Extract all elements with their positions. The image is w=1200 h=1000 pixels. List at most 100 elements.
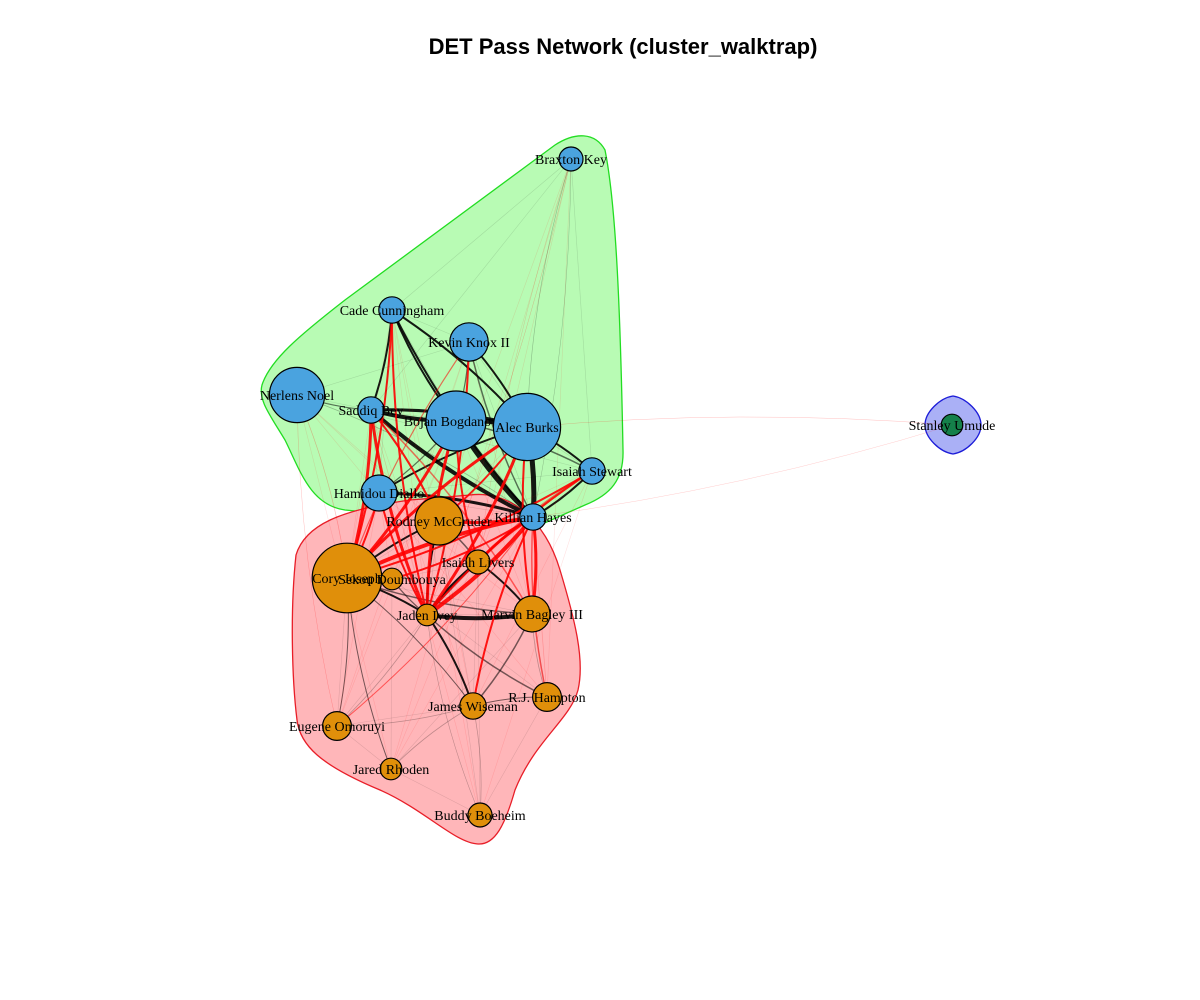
pass-edge-minor bbox=[391, 341, 470, 580]
player-node-label: Marvin Bagley III bbox=[481, 608, 583, 623]
player-node-circle[interactable] bbox=[379, 757, 403, 781]
pass-edge-minor bbox=[390, 768, 481, 816]
player-node-circle[interactable] bbox=[513, 595, 551, 633]
player-node-circle[interactable] bbox=[467, 802, 493, 828]
player-node[interactable]: Jaden Ivey bbox=[397, 603, 457, 627]
player-node[interactable]: Kevin Knox II bbox=[428, 322, 510, 362]
player-node[interactable]: Alec Burks bbox=[492, 392, 562, 462]
player-node-circle[interactable] bbox=[449, 322, 489, 362]
player-node-label: Buddy Boeheim bbox=[434, 809, 525, 824]
player-node[interactable]: Stanley Umude bbox=[909, 413, 996, 437]
pass-edge-minor bbox=[477, 158, 572, 563]
pass-edge-minor bbox=[472, 561, 479, 707]
player-node-label: R.J. Hampton bbox=[508, 691, 585, 706]
pass-edge bbox=[426, 614, 548, 698]
pass-edge-minor bbox=[438, 520, 474, 707]
pass-edge bbox=[426, 470, 593, 616]
pass-edge-minor bbox=[468, 341, 533, 615]
pass-edge bbox=[426, 158, 572, 616]
player-node-label: Isaiah Stewart bbox=[552, 465, 632, 480]
player-node-label: James Wiseman bbox=[428, 700, 518, 715]
player-node-circle[interactable] bbox=[459, 692, 487, 720]
player-node[interactable]: Bojan Bogdanović bbox=[404, 390, 509, 452]
player-node-circle[interactable] bbox=[940, 413, 964, 437]
pass-edge-minor bbox=[336, 614, 428, 727]
player-node-label: Jared Rhoden bbox=[353, 763, 430, 778]
pass-edge-minor bbox=[570, 158, 593, 472]
pass-edge bbox=[336, 705, 474, 727]
player-node-label: Hamidou Diallo bbox=[334, 487, 425, 502]
pass-edge-minor bbox=[479, 470, 593, 816]
player-node[interactable]: Rodney McGruder bbox=[386, 496, 492, 546]
player-node[interactable]: Eugene Omoruyi bbox=[289, 710, 385, 741]
player-node[interactable]: Hamidou Diallo bbox=[334, 474, 425, 512]
player-node[interactable]: Jared Rhoden bbox=[353, 757, 430, 781]
pass-edge bbox=[532, 424, 953, 518]
pass-edge-minor bbox=[370, 409, 428, 616]
player-node-label: Jaden Ivey bbox=[397, 609, 457, 624]
player-node[interactable]: James Wiseman bbox=[428, 692, 518, 720]
chart-title: DET Pass Network (cluster_walktrap) bbox=[428, 34, 818, 59]
pass-edge-minor bbox=[479, 696, 548, 816]
pass-edge-minor bbox=[390, 613, 533, 770]
player-node-label: Rodney McGruder bbox=[386, 515, 492, 530]
pass-edge-minor bbox=[455, 420, 533, 615]
player-node[interactable]: Braxton Key bbox=[535, 146, 607, 172]
player-node[interactable]: Cade Cunningham bbox=[340, 296, 445, 324]
pass-edge-minor bbox=[391, 578, 548, 698]
pass-edge-minor bbox=[391, 561, 479, 580]
pass-edge-minor bbox=[438, 520, 481, 816]
player-node-label: Alec Burks bbox=[495, 421, 558, 436]
pass-edge-minor bbox=[390, 426, 528, 770]
pass-edge-minor bbox=[346, 309, 393, 579]
player-node-label: Cory Joseph bbox=[312, 572, 382, 587]
player-node-label: Sekou Doumbouya bbox=[338, 573, 447, 588]
player-node-circle[interactable] bbox=[492, 392, 562, 462]
player-node-circle[interactable] bbox=[360, 474, 398, 512]
player-node-circle[interactable] bbox=[322, 710, 353, 741]
player-node[interactable]: Saddiq Bey bbox=[339, 396, 404, 424]
player-node[interactable]: Isaiah Stewart bbox=[552, 457, 632, 485]
pass-edge bbox=[390, 309, 428, 616]
player-node-label: Killian Hayes bbox=[494, 511, 571, 526]
player-node-circle[interactable] bbox=[531, 681, 562, 712]
player-node[interactable]: Nerlens Noel bbox=[260, 366, 334, 424]
player-node-circle[interactable] bbox=[268, 366, 326, 424]
player-node-label: Saddiq Bey bbox=[339, 404, 404, 419]
pass-edge bbox=[532, 158, 572, 518]
player-node-label: Eugene Omoruyi bbox=[289, 720, 385, 735]
player-node-circle[interactable] bbox=[414, 496, 464, 546]
pass-edge bbox=[426, 614, 481, 816]
player-node-label: Isaiah Livers bbox=[442, 556, 515, 571]
player-node-circle[interactable] bbox=[425, 390, 487, 452]
pass-edge-minor bbox=[390, 516, 534, 770]
player-node-circle[interactable] bbox=[357, 396, 385, 424]
player-nodes: Braxton Key Cade Cunningham Kevin Knox II N… bbox=[260, 146, 996, 828]
player-node[interactable]: Marvin Bagley III bbox=[481, 595, 583, 633]
player-node[interactable]: R.J. Hampton bbox=[508, 681, 586, 712]
player-node-circle[interactable] bbox=[415, 603, 439, 627]
player-node-label: Kevin Knox II bbox=[428, 336, 510, 351]
pass-edge-minor bbox=[296, 394, 548, 698]
player-node-label: Bojan Bogdanović bbox=[404, 415, 509, 430]
player-node-circle[interactable] bbox=[578, 457, 606, 485]
player-node-circle[interactable] bbox=[465, 549, 491, 575]
pass-edge-minor bbox=[391, 158, 572, 311]
player-node[interactable]: Killian Hayes bbox=[494, 503, 572, 531]
player-node-circle[interactable] bbox=[558, 146, 584, 172]
pass-edge-minor bbox=[378, 492, 533, 615]
player-node[interactable]: Buddy Boeheim bbox=[434, 802, 526, 828]
pass-edge bbox=[426, 341, 470, 616]
pass-edge-minor bbox=[378, 309, 393, 494]
player-node-circle[interactable] bbox=[380, 567, 404, 591]
player-node[interactable]: Isaiah Livers bbox=[442, 549, 515, 575]
player-node-circle[interactable] bbox=[378, 296, 406, 324]
pass-edge bbox=[336, 614, 428, 727]
player-node[interactable]: Sekou Doumbouya bbox=[338, 567, 447, 591]
pass-edge-minor bbox=[390, 158, 572, 770]
pass-edge-minor bbox=[336, 705, 474, 727]
player-node-circle[interactable] bbox=[519, 503, 547, 531]
pass-edge-minor bbox=[296, 341, 470, 396]
pass-edge-minor bbox=[391, 309, 481, 816]
